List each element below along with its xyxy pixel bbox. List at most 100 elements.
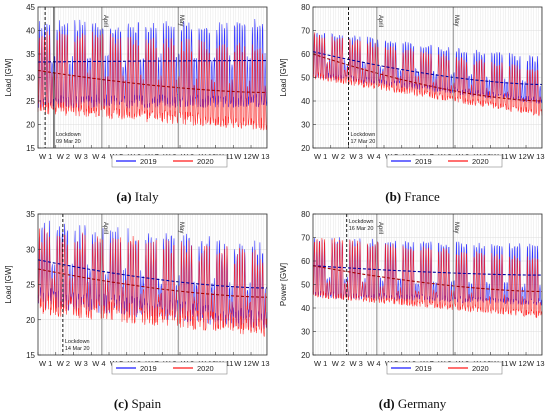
legend-label-2020: 2020 <box>472 364 489 373</box>
panel-label: (d) <box>378 396 395 411</box>
legend-box <box>111 154 228 168</box>
lockdown-label: Lockdown <box>351 132 376 138</box>
y-tick-label: 20 <box>301 144 310 153</box>
caption-text: Spain <box>131 396 162 411</box>
x-tick-label: W 13 <box>252 152 270 161</box>
x-tick-label: W 2 <box>57 359 70 368</box>
y-tick-label: 70 <box>301 27 310 36</box>
trend-line-2019 <box>312 265 542 276</box>
series-line-2019 <box>312 237 543 306</box>
legend-label-2019: 2019 <box>415 364 432 373</box>
y-axis-label: Load [GW] <box>4 58 13 96</box>
x-tick-label: W 3 <box>75 152 88 161</box>
panel-label: (c) <box>113 396 129 411</box>
panel-label: (b) <box>385 189 402 204</box>
y-axis-label: Power [GW] <box>279 263 288 306</box>
panel-spain: Lockdown 14 Mar 20 April May 15 20 25 30 35 Load … <box>0 207 275 414</box>
y-tick-label: 15 <box>26 144 35 153</box>
legend-label-2020: 2020 <box>197 157 214 166</box>
x-tick-label: W 12 <box>509 359 527 368</box>
x-tick-label: W 13 <box>252 359 270 368</box>
y-tick-label: 20 <box>26 316 35 325</box>
panel-label: (a) <box>116 189 132 204</box>
x-tick-label: W 12 <box>509 152 527 161</box>
legend-box <box>386 361 503 375</box>
month-label: April <box>102 222 108 234</box>
series-line-2019 <box>37 18 268 109</box>
panel-germany: Lockdown 16 Mar 20 April May 20 30 40 50 60 70 80 P… <box>275 207 550 414</box>
legend-label-2019: 2019 <box>415 157 432 166</box>
y-tick-label: 45 <box>26 3 35 12</box>
y-tick-label: 25 <box>26 281 35 290</box>
lockdown-label: 16 Mar 20 <box>349 226 374 232</box>
y-tick-label: 40 <box>301 304 310 313</box>
x-tick-label: W 3 <box>350 359 363 368</box>
caption-text: France <box>404 189 440 204</box>
y-tick-label: 50 <box>301 281 310 290</box>
y-tick-label: 30 <box>301 328 310 337</box>
legend-box <box>111 361 228 375</box>
y-tick-label: 40 <box>26 27 35 36</box>
x-tick-label: W 1 <box>314 152 327 161</box>
legend-label-2020: 2020 <box>197 364 214 373</box>
y-tick-label: 35 <box>26 50 35 59</box>
series-line-2020 <box>37 31 268 131</box>
month-label: May <box>453 15 459 26</box>
lockdown-label: Lockdown <box>56 132 81 138</box>
x-tick-label: W 4 <box>92 359 105 368</box>
trend-line-2019 <box>312 51 543 86</box>
month-label: April <box>377 15 383 27</box>
y-tick-label: 40 <box>301 97 310 106</box>
series-line-2020 <box>312 32 543 117</box>
month-label: May <box>178 222 184 233</box>
trend-line-2020 <box>37 69 268 94</box>
caption-spain: (c) Spain <box>0 396 275 412</box>
month-label: May <box>178 15 184 26</box>
y-tick-label: 25 <box>26 97 35 106</box>
x-tick-label: W 13 <box>527 359 545 368</box>
y-tick-label: 80 <box>301 210 310 219</box>
x-tick-label: W 1 <box>39 359 52 368</box>
panel-italy: Lockdown 09 Mar 20 April May 15 20 25 30 35 40 45 L… <box>0 0 275 207</box>
legend-label-2019: 2019 <box>140 364 157 373</box>
trend-line-2020 <box>312 265 543 293</box>
x-tick-label: W 4 <box>92 152 105 161</box>
series-line-2020 <box>37 228 268 337</box>
y-tick-label: 60 <box>301 50 310 59</box>
y-tick-label: 30 <box>26 245 35 254</box>
x-tick-label: W 3 <box>350 152 363 161</box>
caption-text: Germany <box>397 396 447 411</box>
x-tick-label: W 4 <box>367 152 380 161</box>
x-tick-label: W 2 <box>332 152 345 161</box>
legend-box <box>386 154 503 168</box>
y-tick-label: 50 <box>301 74 310 83</box>
y-tick-label: 20 <box>26 121 35 130</box>
caption-germany: (d) Germany <box>275 396 550 412</box>
caption-italy: (a) Italy <box>0 189 275 205</box>
caption-text: Italy <box>134 189 159 204</box>
x-tick-label: W 12 <box>234 152 252 161</box>
x-tick-label: W 3 <box>75 359 88 368</box>
x-tick-label: W 12 <box>234 359 252 368</box>
panel-france: Lockdown 17 Mar 20 April May 20 30 40 50 60 70 80 L… <box>275 0 550 207</box>
lockdown-label: 14 Mar 20 <box>65 346 90 352</box>
y-tick-label: 20 <box>301 351 310 360</box>
trend-line-2019 <box>37 60 267 63</box>
y-tick-label: 35 <box>26 210 35 219</box>
trend-line-2020 <box>312 53 543 102</box>
trend-line-2020 <box>37 268 268 298</box>
x-tick-label: W 2 <box>57 152 70 161</box>
x-tick-label: W 1 <box>39 152 52 161</box>
y-tick-label: 60 <box>301 257 310 266</box>
x-tick-label: W 1 <box>314 359 327 368</box>
lockdown-label: 17 Mar 20 <box>351 139 376 145</box>
y-tick-label: 15 <box>26 351 35 360</box>
series-line-2020 <box>312 237 543 319</box>
x-tick-label: W 2 <box>332 359 345 368</box>
lockdown-label: Lockdown <box>65 339 90 345</box>
x-tick-label: W 4 <box>367 359 380 368</box>
